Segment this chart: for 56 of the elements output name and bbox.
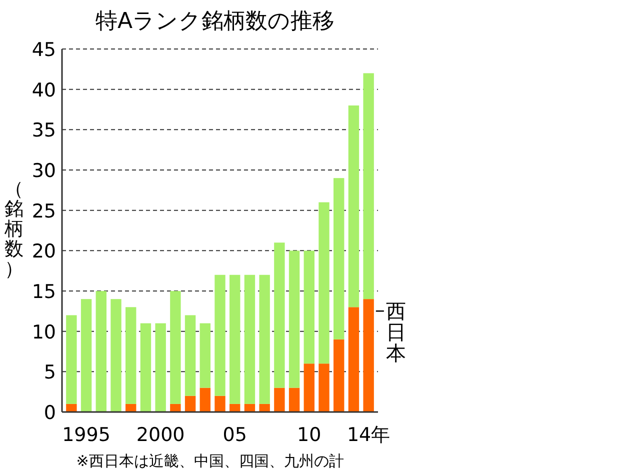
y-axis-title: （銘柄数） (4, 178, 24, 280)
bar (348, 105, 360, 308)
bar (184, 315, 196, 396)
bar (318, 202, 330, 364)
bar (318, 364, 330, 412)
x-tick-label: 1995 (62, 424, 110, 446)
bar (140, 323, 152, 412)
bar (126, 307, 136, 404)
bar (348, 307, 360, 412)
bar (334, 178, 344, 340)
bar (66, 315, 77, 404)
bar (244, 404, 256, 412)
bar (304, 250, 314, 364)
y-tick-label: 10 (32, 321, 56, 344)
bar (200, 323, 210, 388)
bar (170, 404, 181, 412)
y-tick-label: 15 (32, 281, 56, 303)
bar (274, 388, 285, 412)
x-tick-label: 2000 (136, 424, 185, 446)
y-tick-label: 40 (32, 79, 56, 102)
bar (66, 404, 77, 412)
bar (200, 388, 210, 412)
bar (110, 299, 122, 412)
bar (334, 339, 344, 412)
bar (170, 291, 181, 404)
text: ※西日本は近畿、中国、四国、九州の計 (76, 452, 344, 470)
x-tick-label: 10 (297, 424, 322, 446)
y-tick-label: 5 (44, 362, 56, 384)
y-tick-label: 35 (32, 120, 56, 142)
bar (214, 274, 226, 396)
bar (288, 388, 300, 412)
bar (230, 274, 240, 404)
bar (259, 404, 270, 412)
y-tick-label: 30 (32, 160, 56, 182)
y-tick-label: 20 (32, 240, 56, 263)
bar (126, 404, 136, 412)
bar (274, 242, 285, 388)
bar (184, 396, 196, 412)
bar (214, 396, 226, 412)
bar (363, 73, 374, 300)
bar (155, 323, 166, 412)
y-tick-label: 0 (44, 402, 56, 424)
bar (230, 404, 240, 412)
x-tick-label: 14年 (346, 424, 390, 446)
bar (259, 274, 270, 404)
bar (288, 250, 300, 388)
series-label: 西日本 (386, 299, 406, 366)
y-tick-label: 45 (32, 39, 56, 61)
bar (80, 299, 92, 412)
chart-title: 特Aランク銘柄数の推移 (95, 9, 335, 34)
x-tick-label: 05 (222, 424, 247, 446)
y-tick-label: 25 (32, 200, 56, 222)
bar (96, 291, 106, 412)
bar (244, 274, 256, 404)
bar (363, 299, 374, 412)
bar (304, 364, 314, 412)
